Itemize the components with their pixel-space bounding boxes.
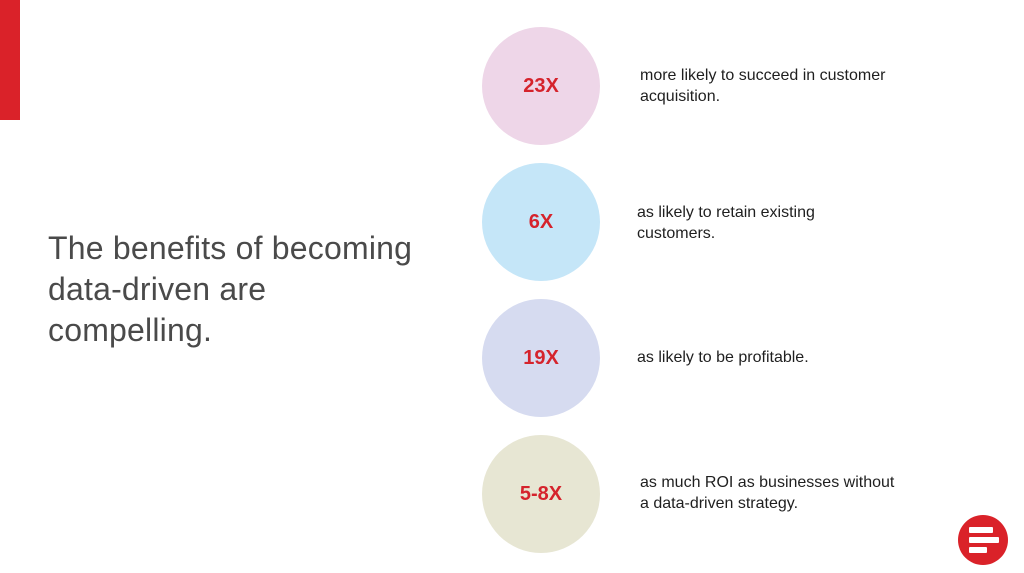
- brand-logo-icon: [958, 515, 1008, 565]
- logo-bar: [969, 537, 999, 543]
- stat-description: as much ROI as businesses without a data…: [640, 474, 895, 512]
- logo-bar: [969, 547, 987, 553]
- accent-bar: [0, 0, 20, 120]
- stat-value: 19X: [523, 346, 559, 369]
- stat-description: as likely to retain existing customers.: [637, 204, 815, 242]
- stat-value: 23X: [523, 74, 559, 97]
- stat-circle-23x: 23X: [482, 27, 600, 145]
- stat-circle-19x: 19X: [482, 299, 600, 417]
- slide-headline: The benefits of becoming data-driven are…: [48, 230, 413, 348]
- stat-value: 5-8X: [519, 482, 563, 505]
- stat-circle-5-8x: 5-8X: [482, 435, 600, 553]
- stat-description: as likely to be profitable.: [637, 349, 809, 366]
- stat-description: more likely to succeed in customer acqui…: [640, 67, 886, 105]
- stat-value: 6X: [528, 210, 554, 233]
- logo-bar: [969, 527, 993, 533]
- stat-circle-6x: 6X: [482, 163, 600, 281]
